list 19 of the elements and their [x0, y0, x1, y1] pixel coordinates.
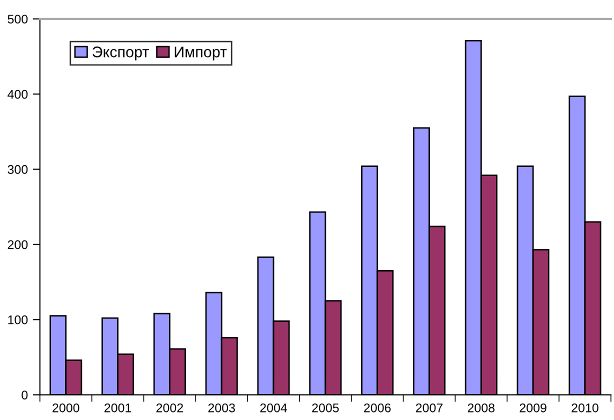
- x-tick-label: 2004: [260, 403, 288, 412]
- legend-label: Импорт: [174, 46, 227, 60]
- x-tick-label: 2001: [104, 403, 132, 412]
- x-tick-label: 2007: [416, 403, 443, 412]
- y-tick-label: 0: [22, 390, 28, 400]
- x-tick-label: 2006: [364, 403, 391, 412]
- x-tick-label: 2000: [52, 403, 80, 412]
- x-tick-label: 2009: [520, 403, 546, 412]
- y-tick-label: 500: [8, 14, 28, 24]
- y-tick-label: 400: [8, 90, 28, 99]
- y-tick-label: 200: [8, 240, 28, 250]
- y-tick-label: 300: [8, 165, 28, 174]
- y-tick-label: 100: [8, 315, 28, 324]
- legend-label: Экспорт: [92, 46, 149, 60]
- x-tick-label: 2010: [572, 403, 598, 412]
- x-tick-label: 2005: [312, 403, 339, 412]
- x-tick-label: 2002: [156, 403, 183, 412]
- x-tick-label: 2008: [468, 403, 495, 412]
- x-tick-label: 2003: [208, 403, 235, 412]
